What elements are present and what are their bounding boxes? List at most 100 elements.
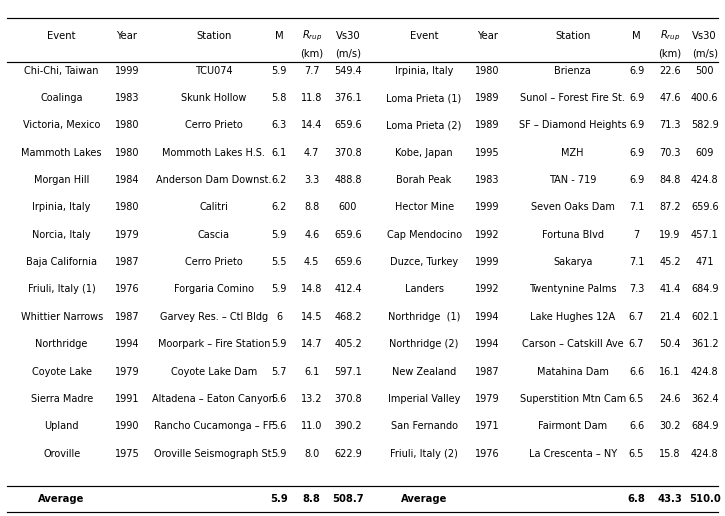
- Text: 15.8: 15.8: [659, 448, 681, 459]
- Text: Friuli, Italy (2): Friuli, Italy (2): [390, 448, 458, 459]
- Text: La Crescenta – NY: La Crescenta – NY: [529, 448, 617, 459]
- Text: 1994: 1994: [475, 312, 500, 322]
- Text: 370.8: 370.8: [334, 148, 362, 158]
- Text: 622.9: 622.9: [334, 448, 362, 459]
- Text: 1994: 1994: [475, 339, 500, 349]
- Text: 6.9: 6.9: [629, 175, 645, 185]
- Text: 1979: 1979: [475, 394, 500, 404]
- Text: 50.4: 50.4: [659, 339, 681, 349]
- Text: Calitri: Calitri: [199, 202, 228, 213]
- Text: Garvey Res. – Ctl Bldg: Garvey Res. – Ctl Bldg: [160, 312, 268, 322]
- Text: Carson – Catskill Ave: Carson – Catskill Ave: [522, 339, 624, 349]
- Text: 14.8: 14.8: [301, 284, 323, 295]
- Text: Hector Mine: Hector Mine: [394, 202, 454, 213]
- Text: 362.4: 362.4: [691, 394, 718, 404]
- Text: 5.8: 5.8: [271, 93, 287, 103]
- Text: Cerro Prieto: Cerro Prieto: [185, 257, 243, 267]
- Text: 6.2: 6.2: [271, 202, 287, 213]
- Text: Sunol – Forest Fire St.: Sunol – Forest Fire St.: [521, 93, 625, 103]
- Text: 1990: 1990: [115, 421, 139, 431]
- Text: 5.9: 5.9: [270, 494, 288, 504]
- Text: TCU074: TCU074: [195, 66, 233, 76]
- Text: Mammoth Lakes: Mammoth Lakes: [21, 148, 102, 158]
- Text: 390.2: 390.2: [334, 421, 362, 431]
- Text: 1971: 1971: [475, 421, 500, 431]
- Text: 5.6: 5.6: [271, 421, 287, 431]
- Text: 1980: 1980: [115, 120, 139, 131]
- Text: Coalinga: Coalinga: [41, 93, 83, 103]
- Text: 41.4: 41.4: [659, 284, 681, 295]
- Text: 8.8: 8.8: [303, 494, 320, 504]
- Text: 659.6: 659.6: [334, 257, 362, 267]
- Text: 6.9: 6.9: [629, 120, 645, 131]
- Text: 659.6: 659.6: [334, 120, 362, 131]
- Text: 87.2: 87.2: [659, 202, 681, 213]
- Text: 21.4: 21.4: [659, 312, 681, 322]
- Text: Station: Station: [196, 31, 231, 41]
- Text: 84.8: 84.8: [659, 175, 681, 185]
- Text: Friuli, Italy (1): Friuli, Italy (1): [28, 284, 96, 295]
- Text: 1980: 1980: [475, 66, 500, 76]
- Text: 11.0: 11.0: [301, 421, 323, 431]
- Text: 424.8: 424.8: [691, 175, 718, 185]
- Text: 7: 7: [634, 230, 639, 240]
- Text: $R_{rup}$: $R_{rup}$: [660, 29, 680, 43]
- Text: 6.3: 6.3: [271, 120, 287, 131]
- Text: SF – Diamond Heights: SF – Diamond Heights: [519, 120, 626, 131]
- Text: 6.5: 6.5: [629, 394, 645, 404]
- Text: New Zealand: New Zealand: [392, 366, 456, 377]
- Text: Sierra Madre: Sierra Madre: [30, 394, 93, 404]
- Text: Loma Prieta (2): Loma Prieta (2): [386, 120, 462, 131]
- Text: Baja California: Baja California: [26, 257, 97, 267]
- Text: 457.1: 457.1: [691, 230, 718, 240]
- Text: 5.6: 5.6: [271, 394, 287, 404]
- Text: Loma Prieta (1): Loma Prieta (1): [386, 93, 462, 103]
- Text: Forgaria Comino: Forgaria Comino: [174, 284, 254, 295]
- Text: 16.1: 16.1: [659, 366, 681, 377]
- Text: Irpinia, Italy: Irpinia, Italy: [33, 202, 91, 213]
- Text: 400.6: 400.6: [691, 93, 718, 103]
- Text: 4.7: 4.7: [304, 148, 320, 158]
- Text: 1987: 1987: [475, 366, 500, 377]
- Text: 412.4: 412.4: [334, 284, 362, 295]
- Text: 549.4: 549.4: [334, 66, 362, 76]
- Text: 7.7: 7.7: [304, 66, 320, 76]
- Text: 47.6: 47.6: [659, 93, 681, 103]
- Text: 8.0: 8.0: [304, 448, 320, 459]
- Text: 6.1: 6.1: [304, 366, 320, 377]
- Text: 8.8: 8.8: [304, 202, 320, 213]
- Text: 6: 6: [276, 312, 282, 322]
- Text: Altadena – Eaton Canyon: Altadena – Eaton Canyon: [152, 394, 276, 404]
- Text: 6.2: 6.2: [271, 175, 287, 185]
- Text: Borah Peak: Borah Peak: [397, 175, 452, 185]
- Text: Mommoth Lakes H.S.: Mommoth Lakes H.S.: [162, 148, 265, 158]
- Text: 684.9: 684.9: [691, 284, 718, 295]
- Text: 43.3: 43.3: [658, 494, 682, 504]
- Text: 1983: 1983: [475, 175, 500, 185]
- Text: 508.7: 508.7: [332, 494, 364, 504]
- Text: Landers: Landers: [405, 284, 444, 295]
- Text: 510.0: 510.0: [689, 494, 721, 504]
- Text: 30.2: 30.2: [659, 421, 681, 431]
- Text: 11.8: 11.8: [301, 93, 323, 103]
- Text: Whittier Narrows: Whittier Narrows: [20, 312, 103, 322]
- Text: 5.9: 5.9: [271, 230, 287, 240]
- Text: Average: Average: [38, 494, 85, 504]
- Text: 5.9: 5.9: [271, 66, 287, 76]
- Text: Norcia, Italy: Norcia, Italy: [33, 230, 91, 240]
- Text: Brienza: Brienza: [555, 66, 591, 76]
- Text: 1976: 1976: [475, 448, 500, 459]
- Text: 1980: 1980: [115, 148, 139, 158]
- Text: Kobe, Japan: Kobe, Japan: [395, 148, 453, 158]
- Text: (km): (km): [300, 49, 323, 59]
- Text: Event: Event: [47, 31, 76, 41]
- Text: Fortuna Blvd: Fortuna Blvd: [542, 230, 604, 240]
- Text: Northridge: Northridge: [36, 339, 88, 349]
- Text: Chi-Chi, Taiwan: Chi-Chi, Taiwan: [25, 66, 99, 76]
- Text: Sakarya: Sakarya: [553, 257, 592, 267]
- Text: 1976: 1976: [115, 284, 139, 295]
- Text: Northridge  (1): Northridge (1): [388, 312, 460, 322]
- Text: 6.5: 6.5: [629, 448, 645, 459]
- Text: 71.3: 71.3: [659, 120, 681, 131]
- Text: 659.6: 659.6: [691, 202, 718, 213]
